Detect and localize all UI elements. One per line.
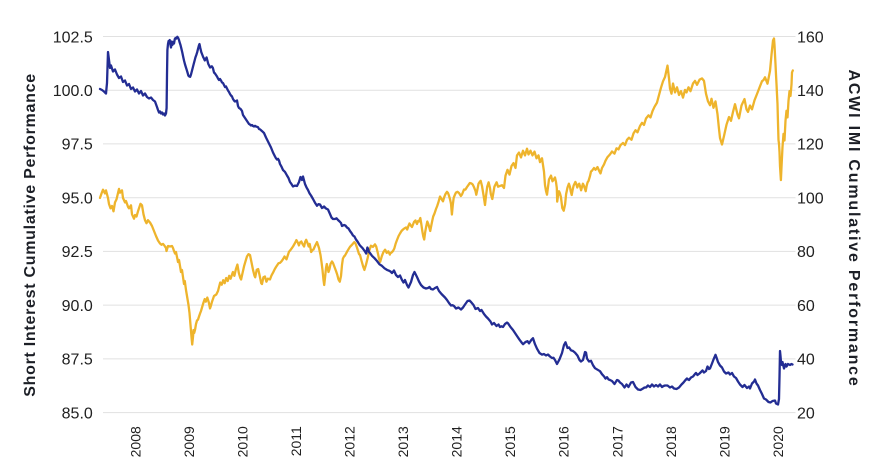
svg-text:2015: 2015 <box>502 426 518 457</box>
svg-text:102.5: 102.5 <box>53 29 93 46</box>
svg-text:2018: 2018 <box>663 426 679 457</box>
svg-text:95.0: 95.0 <box>62 191 93 208</box>
svg-text:2016: 2016 <box>556 426 572 457</box>
svg-text:2019: 2019 <box>716 426 732 457</box>
svg-text:120: 120 <box>797 137 824 154</box>
svg-text:2010: 2010 <box>234 426 250 457</box>
svg-text:85.0: 85.0 <box>62 405 93 422</box>
svg-text:Short Interest Cumulative Perf: Short Interest Cumulative Performance <box>22 73 39 397</box>
svg-text:2014: 2014 <box>449 426 465 457</box>
svg-text:40: 40 <box>797 352 815 369</box>
svg-text:160: 160 <box>797 29 824 46</box>
svg-text:100.0: 100.0 <box>53 83 93 100</box>
svg-text:20: 20 <box>797 405 815 422</box>
svg-text:2012: 2012 <box>342 426 358 457</box>
svg-text:87.5: 87.5 <box>62 352 93 369</box>
svg-text:2013: 2013 <box>395 426 411 457</box>
svg-text:100: 100 <box>797 191 824 208</box>
svg-text:90.0: 90.0 <box>62 298 93 315</box>
svg-text:2009: 2009 <box>181 426 197 457</box>
svg-text:97.5: 97.5 <box>62 137 93 154</box>
svg-text:2011: 2011 <box>288 426 304 456</box>
svg-text:60: 60 <box>797 298 815 315</box>
svg-text:80: 80 <box>797 244 815 261</box>
svg-text:92.5: 92.5 <box>62 244 93 261</box>
svg-text:140: 140 <box>797 83 824 100</box>
svg-text:ACWI IMI Cumulative Performanc: ACWI IMI Cumulative Performance <box>845 69 862 387</box>
svg-text:2020: 2020 <box>770 426 786 457</box>
svg-text:2017: 2017 <box>609 426 625 457</box>
svg-text:2008: 2008 <box>127 426 143 457</box>
